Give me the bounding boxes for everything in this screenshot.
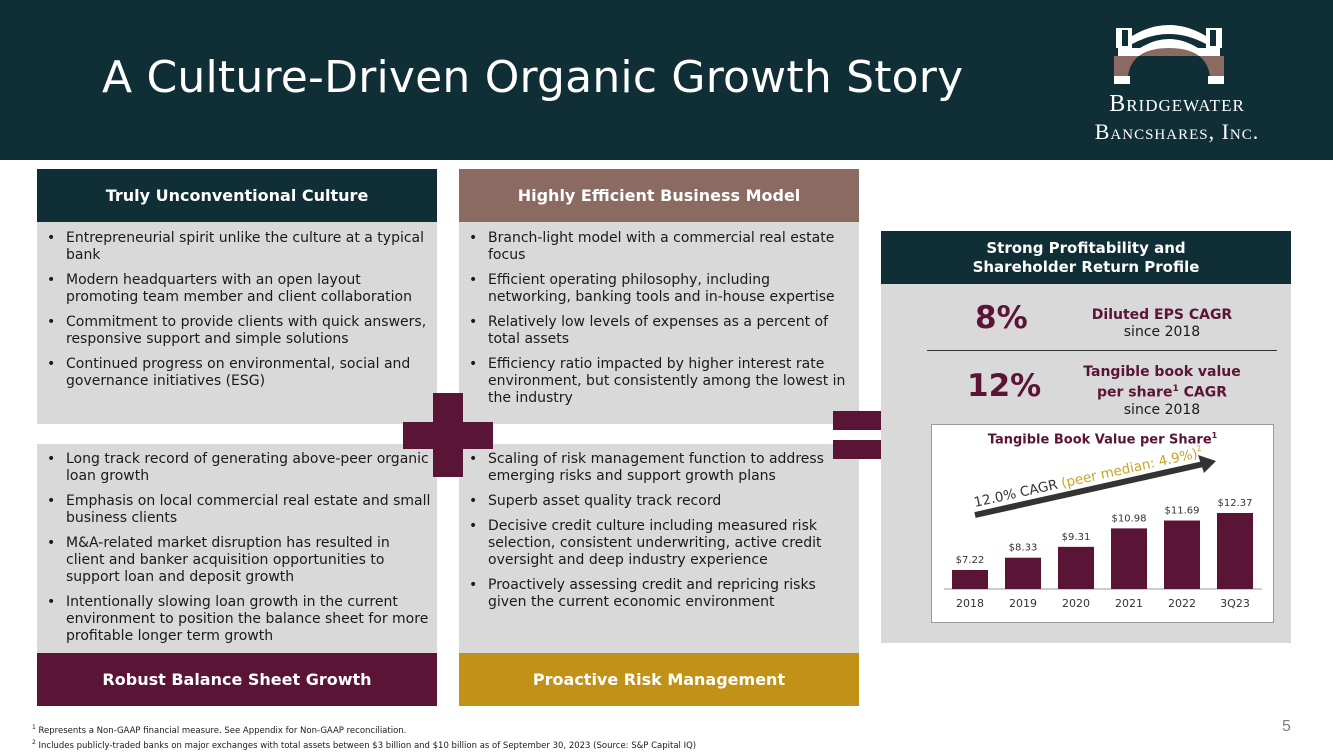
list-item: Efficient operating philosophy, includin… bbox=[459, 272, 853, 306]
tbv-cagr-label: Tangible book value per share1 CAGR sinc… bbox=[1070, 364, 1254, 419]
balance-list: Long track record of generating above-pe… bbox=[37, 451, 431, 653]
plus-icon-horizontal bbox=[403, 422, 493, 449]
efficient-heading: Highly Efficient Business Model bbox=[459, 169, 859, 222]
efficient-list: Branch-light model with a commercial rea… bbox=[459, 230, 853, 415]
balance-heading: Robust Balance Sheet Growth bbox=[37, 653, 437, 706]
chart-bar-3Q23 bbox=[1217, 513, 1253, 589]
company-logo: Bridgewater Bancshares, Inc. bbox=[1062, 14, 1292, 144]
footnote-2: 2 Includes publicly-traded banks on majo… bbox=[32, 738, 697, 751]
tbv-label-line1: Tangible book value bbox=[1083, 364, 1241, 380]
profitability-heading-line2: Shareholder Return Profile bbox=[972, 257, 1200, 276]
logo-line-1: Bridgewater bbox=[1109, 91, 1245, 117]
chart-value-label: $10.98 bbox=[1112, 513, 1147, 524]
risk-list: Scaling of risk management function to a… bbox=[459, 451, 853, 619]
tbv-chart: Tangible Book Value per Share1 12.0% CAG… bbox=[931, 424, 1274, 623]
list-item: Efficiency ratio impacted by higher inte… bbox=[459, 356, 853, 407]
chart-category-label: 2018 bbox=[956, 597, 984, 610]
chart-plot: 12.0% CAGR(peer median: 4.9%)2 $7.22 2018… bbox=[944, 444, 1262, 610]
list-item: Modern headquarters with an open layout … bbox=[37, 272, 431, 306]
chart-title-sup: 1 bbox=[1211, 431, 1218, 440]
eps-label: Diluted EPS CAGR bbox=[1091, 307, 1233, 323]
culture-body: Entrepreneurial spirit unlike the cultur… bbox=[37, 222, 437, 424]
eps-since: since 2018 bbox=[1123, 324, 1201, 340]
balance-body: Long track record of generating above-pe… bbox=[37, 444, 437, 653]
culture-heading: Truly Unconventional Culture bbox=[37, 169, 437, 222]
chart-category-label: 2019 bbox=[1009, 597, 1037, 610]
list-item: Proactively assessing credit and reprici… bbox=[459, 577, 853, 611]
bridge-logo-icon bbox=[1114, 25, 1224, 84]
logo-line-2: Bancshares, Inc. bbox=[1094, 119, 1260, 144]
chart-title: Tangible Book Value per Share1 bbox=[932, 431, 1273, 447]
chart-category-label: 2021 bbox=[1115, 597, 1143, 610]
list-item: Entrepreneurial spirit unlike the cultur… bbox=[37, 230, 431, 264]
footnote-1-text: Represents a Non-GAAP financial measure.… bbox=[38, 725, 407, 736]
page-number: 5 bbox=[1282, 718, 1291, 735]
chart-value-label: $8.33 bbox=[1009, 543, 1038, 554]
cagr-annotation-sup: 2 bbox=[1196, 444, 1203, 454]
list-item: Continued progress on environmental, soc… bbox=[37, 356, 431, 390]
list-item: Superb asset quality track record bbox=[459, 493, 853, 510]
chart-bar-2018 bbox=[952, 569, 988, 589]
profitability-heading: Strong Profitability and Shareholder Ret… bbox=[881, 231, 1291, 284]
list-item: Branch-light model with a commercial rea… bbox=[459, 230, 853, 264]
list-item: Long track record of generating above-pe… bbox=[37, 451, 431, 485]
header-bar: A Culture-Driven Organic Growth Story Br… bbox=[0, 0, 1333, 160]
tbv-label-sup: 1 bbox=[1172, 384, 1179, 394]
tbv-label-per-share: per share bbox=[1097, 384, 1173, 401]
chart-value-label: $11.69 bbox=[1165, 506, 1200, 517]
list-item: Commitment to provide clients with quick… bbox=[37, 314, 431, 348]
chart-bar-2021 bbox=[1111, 528, 1147, 589]
tbv-since: since 2018 bbox=[1123, 401, 1201, 418]
page-title: A Culture-Driven Organic Growth Story bbox=[102, 52, 964, 103]
chart-category-label: 2022 bbox=[1168, 597, 1196, 610]
tbv-cagr-value: 12% bbox=[967, 368, 1042, 404]
eps-cagr-value: 8% bbox=[975, 300, 1028, 336]
risk-body: Scaling of risk management function to a… bbox=[459, 444, 859, 653]
efficient-body: Branch-light model with a commercial rea… bbox=[459, 222, 859, 424]
chart-bar-2022 bbox=[1164, 520, 1200, 589]
chart-category-label: 3Q23 bbox=[1220, 597, 1250, 610]
cagr-arrow-head bbox=[1198, 455, 1216, 473]
footnotes: 1 Represents a Non-GAAP financial measur… bbox=[32, 722, 696, 752]
chart-bar-2019 bbox=[1005, 557, 1041, 589]
tbv-label-cagr: CAGR bbox=[1178, 384, 1227, 401]
list-item: Intentionally slowing loan growth in the… bbox=[37, 594, 431, 645]
risk-heading: Proactive Risk Management bbox=[459, 653, 859, 706]
cagr-annotation: 12.0% CAGR(peer median: 4.9%)2 bbox=[972, 444, 1204, 511]
chart-bar-2020 bbox=[1058, 546, 1094, 589]
list-item: M&A-related market disruption has result… bbox=[37, 535, 431, 586]
chart-title-text: Tangible Book Value per Share bbox=[987, 432, 1212, 448]
logo-wordmark: Bridgewater Bancshares, Inc. bbox=[1062, 90, 1292, 146]
cagr-arrow-line bbox=[974, 460, 1209, 518]
footnote-1: 1 Represents a Non-GAAP financial measur… bbox=[32, 724, 407, 736]
chart-value-label: $7.22 bbox=[956, 555, 985, 566]
list-item: Scaling of risk management function to a… bbox=[459, 451, 853, 485]
chart-value-label: $12.37 bbox=[1218, 498, 1253, 509]
list-item: Relatively low levels of expenses as a p… bbox=[459, 314, 853, 348]
footnote-2-text: Includes publicly-traded banks on major … bbox=[38, 740, 697, 751]
culture-list: Entrepreneurial spirit unlike the cultur… bbox=[37, 230, 431, 398]
profitability-heading-line1: Strong Profitability and bbox=[986, 238, 1186, 257]
metric-divider bbox=[927, 350, 1277, 351]
tbv-label-line2: per share1 CAGR bbox=[1070, 381, 1254, 402]
chart-value-label: $9.31 bbox=[1062, 532, 1091, 543]
list-item: Emphasis on local commercial real estate… bbox=[37, 493, 431, 527]
list-item: Decisive credit culture including measur… bbox=[459, 518, 853, 569]
chart-category-label: 2020 bbox=[1062, 597, 1090, 610]
eps-cagr-label: Diluted EPS CAGR since 2018 bbox=[1070, 307, 1254, 341]
